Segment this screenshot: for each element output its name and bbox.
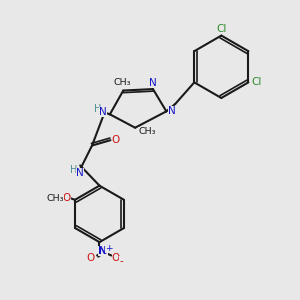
Text: Cl: Cl	[216, 24, 226, 34]
Text: O: O	[86, 254, 95, 263]
Text: N: N	[76, 168, 84, 178]
Text: CH₃: CH₃	[46, 194, 64, 203]
Text: Cl: Cl	[251, 77, 262, 87]
Text: H: H	[70, 165, 77, 175]
Text: O: O	[112, 254, 120, 263]
Text: O: O	[63, 193, 71, 203]
Text: +: +	[105, 244, 113, 253]
Text: N: N	[148, 78, 156, 88]
Text: O: O	[112, 135, 120, 145]
Text: CH₃: CH₃	[113, 78, 130, 87]
Text: -: -	[119, 256, 123, 266]
Text: CH₃: CH₃	[138, 127, 156, 136]
Text: N: N	[98, 246, 108, 256]
Text: Cl: Cl	[217, 24, 227, 34]
Text: N: N	[168, 106, 176, 116]
Text: H: H	[94, 104, 101, 114]
Text: N: N	[100, 107, 107, 117]
